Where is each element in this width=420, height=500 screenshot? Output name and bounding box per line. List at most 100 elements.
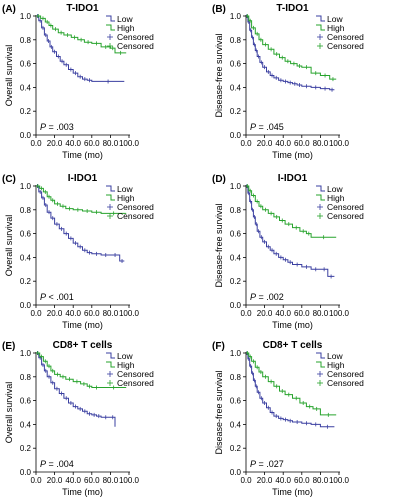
y-tick-label: 0.4: [20, 253, 32, 262]
x-tick-label: 40.0: [65, 476, 81, 485]
x-tick-label: 80.0: [103, 309, 119, 318]
legend-swatch-line: [316, 24, 325, 31]
x-tick-label: 40.0: [65, 139, 81, 148]
chart-title: I-IDO1: [68, 173, 98, 184]
chart-title: CD8+ T cells: [263, 340, 323, 351]
legend-entry-high: High: [117, 193, 135, 203]
panel-letter: (F): [212, 341, 225, 352]
panel-letter: (B): [212, 4, 226, 15]
x-tick-label: 100.0: [119, 139, 140, 148]
y-tick-label: 0.8: [20, 206, 32, 215]
p-value-annotation: P = .002: [250, 292, 284, 302]
y-axis-label: Disease-free survival: [214, 33, 224, 117]
y-tick-label: 0.4: [230, 83, 242, 92]
legend-swatch-line: [106, 185, 115, 192]
x-axis-label: Time (mo): [272, 487, 313, 497]
y-tick-label: 1.0: [230, 182, 242, 191]
y-tick-label: 1.0: [20, 12, 32, 21]
legend-swatch-line: [316, 185, 325, 192]
legend-entry-high: High: [117, 23, 135, 33]
y-tick-label: 0.8: [230, 373, 242, 382]
y-tick-label: 1.0: [20, 349, 32, 358]
p-value-symbol: P: [40, 122, 46, 132]
legend-entry-censored: Censored: [327, 369, 364, 379]
legend-entry-censored: Censored: [327, 41, 364, 51]
legend-entry-high: High: [327, 360, 345, 370]
y-tick-label: 0.4: [20, 83, 32, 92]
legend-entry-low: Low: [117, 184, 133, 194]
series-line-high: [246, 352, 337, 416]
p-value-number: < .001: [46, 292, 74, 302]
x-tick-label: 100.0: [329, 309, 350, 318]
p-value-annotation: P = .045: [250, 122, 284, 132]
x-axis-label: Time (mo): [272, 150, 313, 160]
legend-entry-censored: Censored: [117, 41, 154, 51]
y-tick-label: 0.0: [20, 468, 32, 477]
y-tick-label: 0.0: [20, 301, 32, 310]
x-tick-label: 0.0: [30, 139, 42, 148]
y-axis-label: Overall survival: [4, 382, 14, 444]
legend-entry-censored: Censored: [117, 378, 154, 388]
p-value-symbol: P: [250, 459, 256, 469]
x-tick-label: 100.0: [329, 476, 350, 485]
y-tick-label: 0.4: [20, 420, 32, 429]
legend-swatch-line: [106, 24, 115, 31]
y-tick-label: 0.8: [20, 373, 32, 382]
y-tick-label: 1.0: [20, 182, 32, 191]
x-tick-label: 60.0: [84, 476, 100, 485]
p-value-symbol: P: [40, 459, 46, 469]
x-tick-label: 60.0: [294, 309, 310, 318]
legend-entry-censored: Censored: [117, 32, 154, 42]
y-axis-label: Disease-free survival: [214, 370, 224, 454]
x-tick-label: 0.0: [30, 476, 42, 485]
x-tick-label: 0.0: [30, 309, 42, 318]
y-tick-label: 0.8: [230, 206, 242, 215]
x-tick-label: 20.0: [47, 139, 63, 148]
y-tick-label: 0.4: [230, 420, 242, 429]
chart-panel-2: (B) T-IDO1 0.0 0.2 0.4 0.6 0.8 1.0 0.0 20.0 40.0 60…: [212, 3, 364, 160]
legend-entry-censored: Censored: [327, 378, 364, 388]
x-tick-label: 60.0: [84, 139, 100, 148]
p-value-annotation: P < .001: [40, 292, 74, 302]
legend-entry-high: High: [117, 360, 135, 370]
legend-swatch-line: [316, 194, 325, 201]
legend-swatch-line: [106, 15, 115, 22]
y-tick-label: 0.2: [20, 444, 32, 453]
x-tick-label: 20.0: [47, 309, 63, 318]
chart-panel-5: (E) CD8+ T cells 0.0 0.2 0.4 0.6 0.8 1.0 0.0 20.0…: [2, 340, 154, 497]
x-tick-label: 0.0: [240, 476, 252, 485]
x-tick-label: 20.0: [257, 309, 273, 318]
p-value-symbol: P: [250, 122, 256, 132]
legend-entry-censored: Censored: [117, 369, 154, 379]
legend-entry-censored: Censored: [117, 202, 154, 212]
x-tick-label: 80.0: [313, 309, 329, 318]
x-tick-label: 40.0: [275, 309, 291, 318]
x-tick-label: 100.0: [119, 309, 140, 318]
y-tick-label: 0.6: [230, 397, 242, 406]
panel-letter: (E): [2, 341, 15, 352]
x-tick-label: 80.0: [313, 139, 329, 148]
legend-swatch-line: [316, 15, 325, 22]
x-tick-label: 40.0: [275, 476, 291, 485]
x-tick-label: 20.0: [47, 476, 63, 485]
chart-title: CD8+ T cells: [53, 340, 113, 351]
chart-panel-4: (D) I-IDO1 0.0 0.2 0.4 0.6 0.8 1.0 0.0 20.0 40.0 60…: [212, 173, 364, 330]
y-tick-label: 0.6: [20, 60, 32, 69]
y-tick-label: 0.0: [230, 301, 242, 310]
y-tick-label: 0.6: [230, 60, 242, 69]
series-line-high: [246, 185, 337, 238]
series-line-high: [36, 352, 127, 388]
x-tick-label: 80.0: [313, 476, 329, 485]
legend-entry-censored: Censored: [117, 211, 154, 221]
legend-entry-low: Low: [327, 351, 343, 361]
y-tick-label: 0.6: [230, 230, 242, 239]
x-axis-label: Time (mo): [62, 487, 103, 497]
y-tick-label: 0.2: [230, 277, 242, 286]
p-value-symbol: P: [250, 292, 256, 302]
p-value-symbol: P: [40, 292, 46, 302]
legend-swatch-line: [106, 361, 115, 368]
series-line-low: [36, 185, 125, 262]
y-tick-label: 1.0: [230, 12, 242, 21]
p-value-number: = .004: [46, 459, 74, 469]
